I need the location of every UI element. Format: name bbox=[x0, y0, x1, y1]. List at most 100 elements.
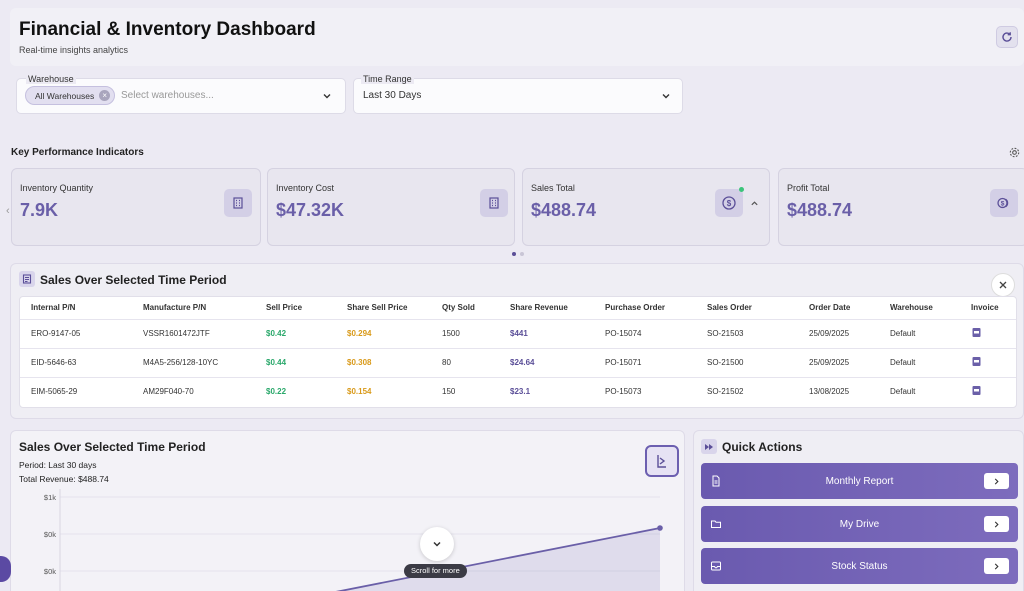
fast-forward-icon bbox=[701, 439, 717, 454]
kpi-label: Inventory Quantity bbox=[20, 183, 94, 193]
carousel-dot-active[interactable] bbox=[512, 252, 516, 256]
dashboard-header bbox=[10, 8, 1024, 66]
chevron-down-icon[interactable] bbox=[322, 91, 332, 101]
cell-sell-price: $0.44 bbox=[255, 347, 336, 377]
carousel-dot[interactable] bbox=[520, 252, 524, 256]
scroll-down-button[interactable] bbox=[420, 527, 454, 561]
chip-remove-icon[interactable]: × bbox=[99, 90, 111, 101]
invoice-pdf-icon[interactable] bbox=[971, 327, 982, 338]
sales-table-title: Sales Over Selected Time Period bbox=[40, 273, 227, 287]
kpi-value: $488.74 bbox=[787, 200, 853, 220]
quick-action-label: Stock Status bbox=[831, 560, 888, 572]
kpi-card-inventory-quantity: Inventory Quantity 7.9K bbox=[11, 168, 261, 246]
cell-purchase-order: PO-15071 bbox=[594, 347, 696, 377]
table-row: EIM-5065-29 AM29F040-70 $0.22 $0.154 150… bbox=[20, 376, 1016, 406]
cell-sales-order: SO-21502 bbox=[696, 376, 798, 406]
document-icon bbox=[712, 475, 720, 487]
svg-text:$: $ bbox=[727, 199, 732, 208]
warehouse-label: Warehouse bbox=[26, 74, 76, 84]
close-button[interactable] bbox=[991, 273, 1015, 297]
refresh-button[interactable] bbox=[996, 26, 1018, 48]
chart-total-revenue: Total Revenue: $488.74 bbox=[19, 474, 109, 484]
cell-purchase-order: PO-15073 bbox=[594, 376, 696, 406]
cell-qty-sold: 80 bbox=[431, 347, 499, 377]
warehouse-chip[interactable]: All Warehouses × bbox=[25, 86, 116, 105]
kpi-label: Sales Total bbox=[531, 183, 575, 193]
column-header[interactable]: Sales Order bbox=[707, 303, 752, 313]
report-icon bbox=[19, 271, 35, 287]
column-header[interactable]: Internal P/N bbox=[31, 303, 76, 313]
cell-internal-pn: EID-5646-63 bbox=[20, 347, 132, 377]
table-row: ERO-9147-05 VSSR1601472JTF $0.42 $0.294 … bbox=[20, 318, 1016, 348]
kpi-value: $47.32K bbox=[276, 200, 345, 220]
cell-order-date: 13/08/2025 bbox=[798, 376, 879, 406]
folder-icon bbox=[711, 520, 721, 528]
cell-manufacture-pn: M4A5-256/128-10YC bbox=[132, 347, 255, 377]
carousel-prev-icon[interactable]: ‹ bbox=[6, 205, 10, 217]
cell-qty-sold: 150 bbox=[431, 376, 499, 406]
monthly-report-button[interactable]: Monthly Report bbox=[701, 463, 1018, 499]
table-row: EID-5646-63 M4A5-256/128-10YC $0.44 $0.3… bbox=[20, 347, 1016, 377]
cell-internal-pn: ERO-9147-05 bbox=[20, 318, 132, 348]
building-icon bbox=[480, 189, 508, 217]
cell-warehouse: Default bbox=[879, 318, 960, 348]
column-header[interactable]: Invoice bbox=[971, 303, 999, 313]
column-header[interactable]: Sell Price bbox=[266, 303, 303, 313]
kpi-value: $488.74 bbox=[531, 200, 597, 220]
kpi-card-inventory-cost: Inventory Cost $47.32K bbox=[267, 168, 515, 246]
invoice-pdf-icon[interactable] bbox=[971, 356, 982, 367]
cell-share-revenue: $24.64 bbox=[499, 347, 594, 377]
column-header[interactable]: Share Sell Price bbox=[347, 303, 408, 313]
chevron-down-icon bbox=[433, 541, 441, 547]
cell-share-sell-price: $0.308 bbox=[336, 347, 431, 377]
scroll-tooltip: Scroll for more bbox=[404, 564, 467, 578]
column-header[interactable]: Manufacture P/N bbox=[143, 303, 207, 313]
sales-table: Internal P/N Manufacture P/N Sell Price … bbox=[19, 296, 1017, 408]
kpi-card-sales-total: Sales Total $488.74 $ bbox=[522, 168, 770, 246]
chart-title: Sales Over Selected Time Period bbox=[19, 440, 206, 454]
cell-sales-order: SO-21503 bbox=[696, 318, 798, 348]
cell-invoice bbox=[960, 376, 1016, 406]
y-tick-label: $0k bbox=[44, 567, 56, 576]
invoice-pdf-icon[interactable] bbox=[971, 385, 982, 396]
settings-gear-icon[interactable] bbox=[1009, 147, 1020, 158]
chart-toggle-icon bbox=[657, 455, 666, 468]
time-range-select[interactable] bbox=[353, 78, 683, 114]
chevron-up-icon[interactable] bbox=[750, 199, 759, 208]
kpi-value: 7.9K bbox=[20, 200, 59, 220]
chart-section bbox=[10, 430, 685, 591]
cell-warehouse: Default bbox=[879, 347, 960, 377]
column-header[interactable]: Purchase Order bbox=[605, 303, 666, 313]
column-header[interactable]: Warehouse bbox=[890, 303, 933, 313]
time-range-value: Last 30 Days bbox=[363, 90, 422, 101]
y-tick-label: $1k bbox=[44, 493, 56, 502]
chart-type-button[interactable] bbox=[645, 445, 679, 477]
my-drive-button[interactable]: My Drive bbox=[701, 506, 1018, 542]
side-drawer-handle[interactable] bbox=[0, 556, 11, 582]
chevron-down-icon[interactable] bbox=[661, 91, 671, 101]
cell-manufacture-pn: AM29F040-70 bbox=[132, 376, 255, 406]
column-header[interactable]: Qty Sold bbox=[442, 303, 475, 313]
column-header[interactable]: Share Revenue bbox=[510, 303, 568, 313]
quick-actions-title: Quick Actions bbox=[722, 440, 803, 454]
cell-purchase-order: PO-15074 bbox=[594, 318, 696, 348]
page-title: Financial & Inventory Dashboard bbox=[19, 19, 316, 40]
cell-sell-price: $0.22 bbox=[255, 376, 336, 406]
cell-share-sell-price: $0.294 bbox=[336, 318, 431, 348]
cell-share-revenue: $441 bbox=[499, 318, 594, 348]
dollar-coin-icon: $ bbox=[715, 189, 743, 217]
sales-area-chart: $1k $0k $0k bbox=[44, 489, 663, 591]
cell-qty-sold: 1500 bbox=[431, 318, 499, 348]
y-tick-label: $0k bbox=[44, 530, 56, 539]
coins-icon: $ bbox=[990, 189, 1018, 217]
cell-invoice bbox=[960, 347, 1016, 377]
cell-invoice bbox=[960, 318, 1016, 348]
chevron-right-icon bbox=[984, 558, 1009, 574]
time-range-label: Time Range bbox=[361, 74, 414, 84]
cell-share-sell-price: $0.154 bbox=[336, 376, 431, 406]
page-subtitle: Real-time insights analytics bbox=[19, 45, 129, 55]
stock-status-button[interactable]: Stock Status bbox=[701, 548, 1018, 584]
status-dot bbox=[739, 187, 744, 192]
series-line bbox=[335, 527, 661, 591]
column-header[interactable]: Order Date bbox=[809, 303, 851, 313]
